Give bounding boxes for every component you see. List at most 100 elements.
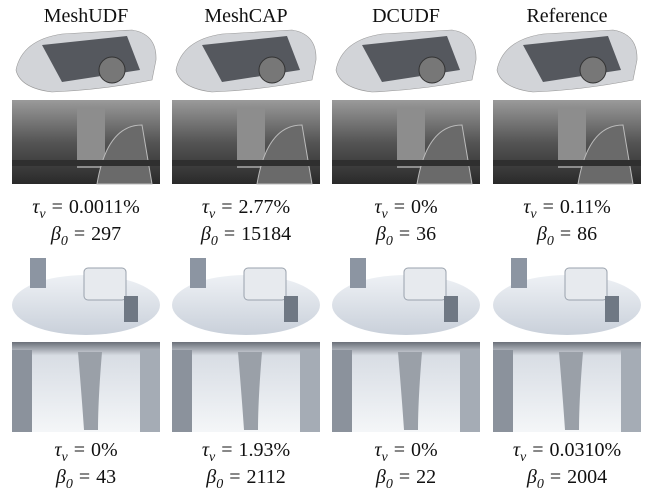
car-floor	[493, 160, 641, 166]
room-sofa	[243, 267, 287, 301]
metric: β0 = 22	[375, 466, 436, 492]
car-wheel-closeup	[96, 124, 153, 185]
value: 2004	[567, 466, 607, 488]
equals: =	[74, 223, 85, 245]
car-wheel-closeup	[416, 124, 473, 185]
subscript: v	[209, 450, 216, 465]
room-wall	[350, 258, 366, 288]
table-leg	[78, 352, 102, 430]
metric: τv = 0%	[374, 196, 437, 222]
metric: β0 = 15184	[200, 223, 291, 249]
room-sofa	[83, 267, 127, 301]
symbol: τ	[54, 439, 62, 461]
equals: =	[221, 439, 232, 461]
car-panel	[77, 108, 105, 168]
metric: β0 = 36	[375, 223, 436, 249]
car-wheel	[98, 56, 126, 84]
car-wheel-closeup	[577, 124, 634, 185]
car-floor	[332, 160, 480, 166]
subscript: v	[62, 450, 69, 465]
equals: =	[224, 223, 235, 245]
subscript: 0	[216, 477, 223, 492]
column-title: DCUDF	[372, 5, 440, 27]
value: 43	[96, 466, 116, 488]
value: 86	[577, 223, 597, 245]
symbol: τ	[374, 196, 382, 218]
chair-left	[493, 350, 513, 432]
room-table	[284, 296, 298, 322]
symbol: τ	[513, 439, 521, 461]
chair-left	[12, 350, 32, 432]
equals: =	[399, 466, 410, 488]
metric: τv = 2.77%	[202, 196, 290, 222]
symbol: β	[55, 466, 66, 488]
metric: τv = 0%	[54, 439, 117, 465]
symbol: β	[375, 223, 386, 245]
subscript: v	[382, 450, 389, 465]
symbol: τ	[374, 439, 382, 461]
equals: =	[229, 466, 240, 488]
symbol: τ	[523, 196, 531, 218]
chair-right	[300, 350, 320, 432]
equals: =	[221, 196, 232, 218]
metric: β0 = 86	[536, 223, 597, 249]
metric: β0 = 2112	[205, 466, 286, 492]
room-sofa	[403, 267, 447, 301]
table-leg	[398, 352, 422, 430]
equals: =	[543, 196, 554, 218]
car-wheel	[258, 56, 286, 84]
subscript: 0	[211, 234, 218, 249]
value: 22	[416, 466, 436, 488]
subscript: 0	[386, 234, 393, 249]
subscript: v	[209, 207, 216, 222]
symbol: β	[200, 223, 211, 245]
subscript: 0	[66, 477, 73, 492]
equals: =	[79, 466, 90, 488]
car-panel	[558, 108, 586, 168]
room-sofa	[564, 267, 608, 301]
column-title: MeshUDF	[44, 5, 128, 27]
value: 15184	[241, 223, 291, 245]
table-leg	[238, 352, 262, 430]
subscript: v	[520, 450, 527, 465]
symbol: τ	[202, 196, 210, 218]
metric: β0 = 2004	[526, 466, 607, 492]
equals: =	[399, 223, 410, 245]
column-title: MeshCAP	[204, 5, 287, 27]
value: 0.0011%	[69, 196, 140, 218]
car-panel	[237, 108, 265, 168]
car-panel	[397, 108, 425, 168]
value: 2.77%	[239, 196, 291, 218]
equals: =	[74, 439, 85, 461]
symbol: β	[50, 223, 61, 245]
subscript: v	[39, 207, 46, 222]
table-leg	[559, 352, 583, 430]
value: 1.93%	[239, 439, 291, 461]
chair-right	[621, 350, 641, 432]
car-wheel	[418, 56, 446, 84]
value: 297	[91, 223, 121, 245]
value: 0%	[411, 196, 438, 218]
chair-left	[332, 350, 352, 432]
value: 36	[416, 223, 436, 245]
equals: =	[532, 439, 543, 461]
equals: =	[560, 223, 571, 245]
subscript: v	[382, 207, 389, 222]
metric: τv = 0.0310%	[513, 439, 621, 465]
room-wall	[511, 258, 527, 288]
equals: =	[52, 196, 63, 218]
room-table	[444, 296, 458, 322]
subscript: 0	[61, 234, 68, 249]
symbol: β	[375, 466, 386, 488]
column-title: Reference	[526, 5, 607, 27]
room-table	[605, 296, 619, 322]
subscript: 0	[547, 234, 554, 249]
value: 0.0310%	[550, 439, 622, 461]
symbol: τ	[32, 196, 40, 218]
equals: =	[550, 466, 561, 488]
symbol: τ	[202, 439, 210, 461]
car-wheel-closeup	[256, 124, 313, 185]
value: 2112	[246, 466, 285, 488]
